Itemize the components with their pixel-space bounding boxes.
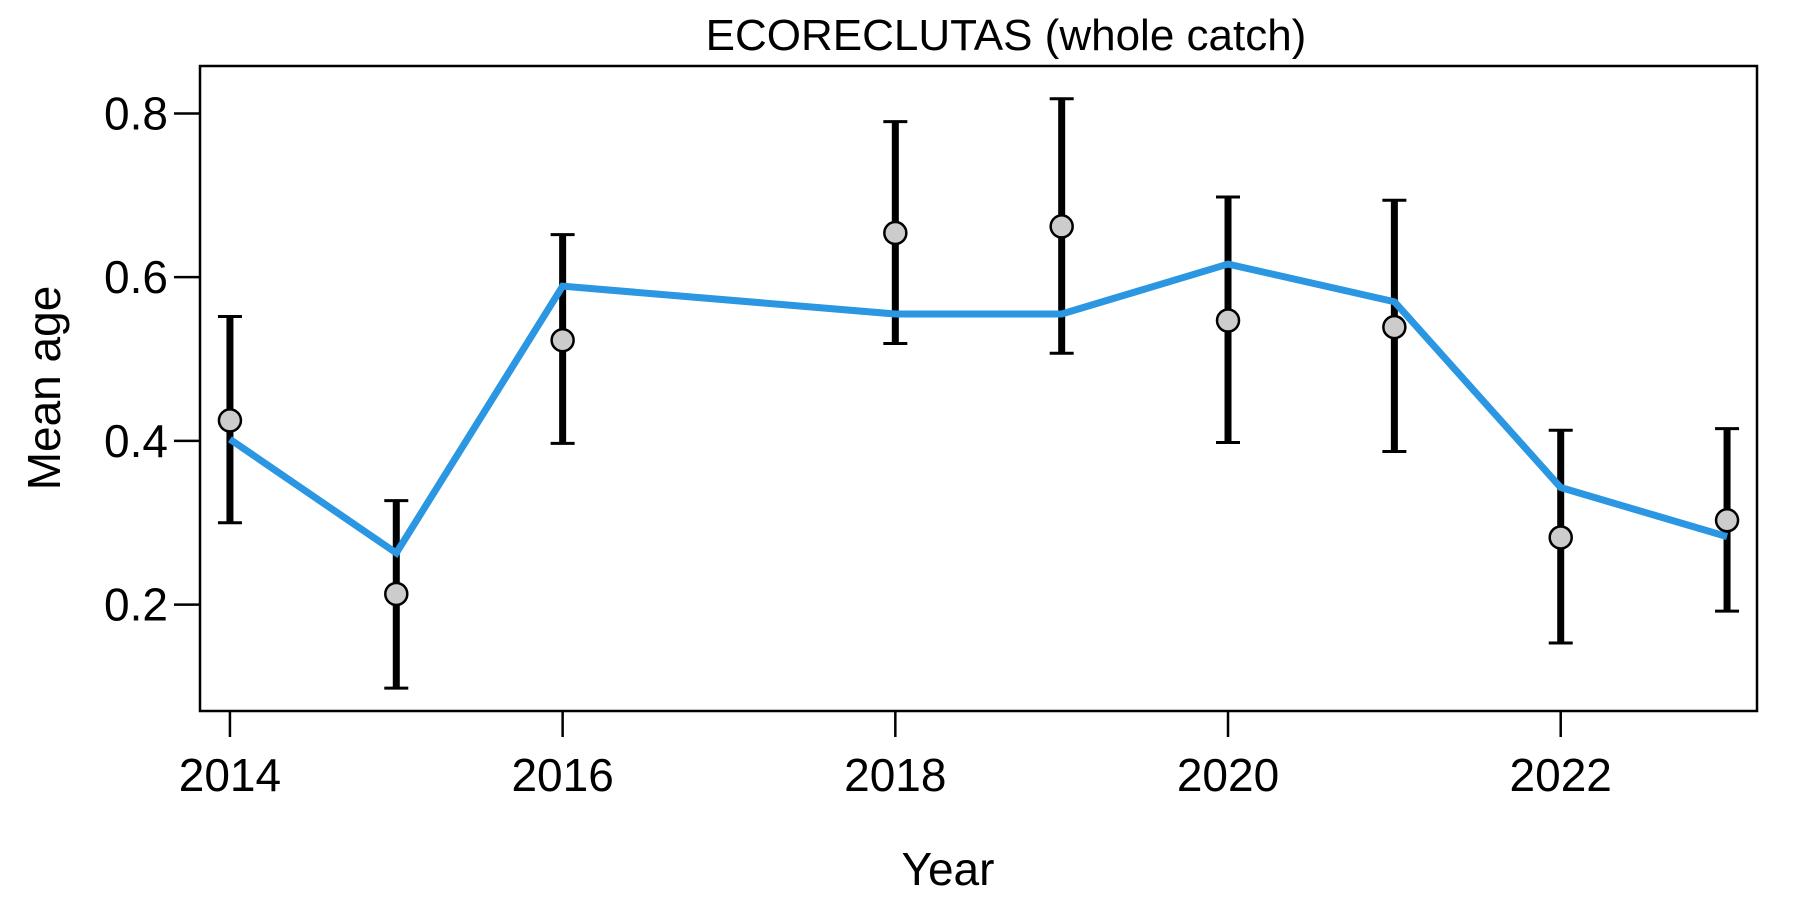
x-axis: 2014 2016 2018 2020 2022: [179, 711, 1612, 801]
chart-title: ECORECLUTAS (whole catch): [706, 11, 1307, 60]
observed-point: [883, 220, 908, 246]
observed-point: [1714, 508, 1740, 533]
x-tick-label: 2018: [844, 749, 946, 801]
observed-point: [1548, 525, 1573, 550]
observed-point: [1215, 308, 1241, 333]
observed-point: [1382, 314, 1407, 340]
x-tick-label: 2020: [1177, 749, 1279, 801]
observed-point: [550, 327, 575, 353]
x-axis-label: Year: [902, 843, 995, 895]
y-axis-label: Mean age: [18, 286, 70, 491]
y-tick-label: 0.2: [104, 579, 168, 631]
x-tick-label: 2022: [1510, 749, 1612, 801]
y-tick-label: 0.4: [104, 415, 168, 467]
observed-point: [384, 581, 409, 607]
plot-frame: [198, 64, 1759, 713]
observed-points: [217, 214, 1740, 607]
x-tick-label: 2016: [511, 749, 613, 801]
y-tick-label: 0.6: [104, 251, 168, 303]
error-bars: [217, 97, 1740, 690]
x-tick-label: 2014: [179, 749, 281, 801]
y-axis: 0.2 0.4 0.6 0.8: [104, 87, 200, 631]
observed-point: [217, 408, 243, 433]
expected-series-line: [227, 260, 1729, 558]
y-tick-label: 0.8: [104, 87, 168, 139]
observed-point: [1049, 214, 1074, 239]
